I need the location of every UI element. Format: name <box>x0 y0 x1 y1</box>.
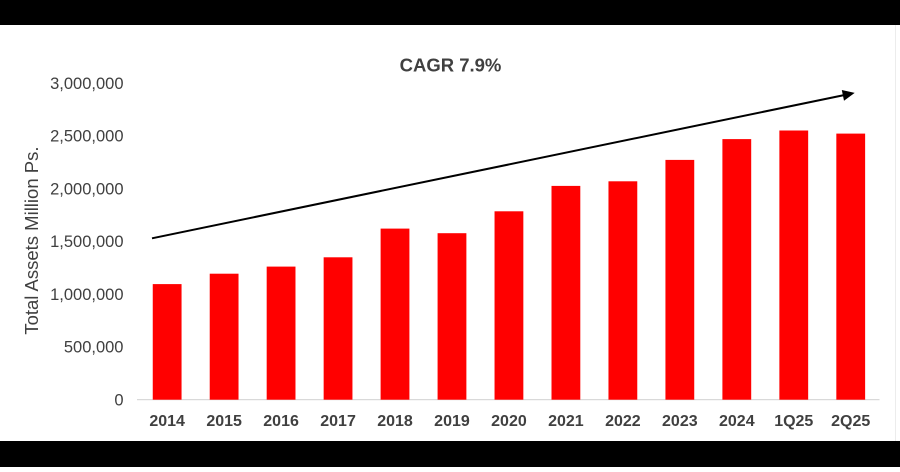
svg-text:2,000,000: 2,000,000 <box>50 181 123 199</box>
svg-text:2Q25: 2Q25 <box>831 413 870 430</box>
svg-text:Total Assets Million Ps.: Total Assets Million Ps. <box>21 147 42 335</box>
svg-text:2015: 2015 <box>206 413 242 430</box>
svg-text:2014: 2014 <box>149 413 185 430</box>
svg-text:2018: 2018 <box>377 413 413 430</box>
svg-text:2021: 2021 <box>548 413 584 430</box>
svg-text:2019: 2019 <box>434 413 470 430</box>
svg-text:1,000,000: 1,000,000 <box>50 286 123 304</box>
svg-text:2023: 2023 <box>662 413 698 430</box>
svg-text:2024: 2024 <box>719 413 755 430</box>
svg-text:2,500,000: 2,500,000 <box>50 128 123 146</box>
svg-text:1,500,000: 1,500,000 <box>50 233 123 251</box>
svg-text:2017: 2017 <box>320 413 356 430</box>
svg-text:2022: 2022 <box>605 413 641 430</box>
svg-text:0: 0 <box>114 391 123 409</box>
svg-text:3,000,000: 3,000,000 <box>50 75 123 93</box>
svg-text:2016: 2016 <box>263 413 299 430</box>
svg-text:1Q25: 1Q25 <box>774 413 813 430</box>
svg-text:CAGR 7.9%: CAGR 7.9% <box>400 55 502 76</box>
svg-text:500,000: 500,000 <box>64 339 124 357</box>
svg-text:2020: 2020 <box>491 413 527 430</box>
